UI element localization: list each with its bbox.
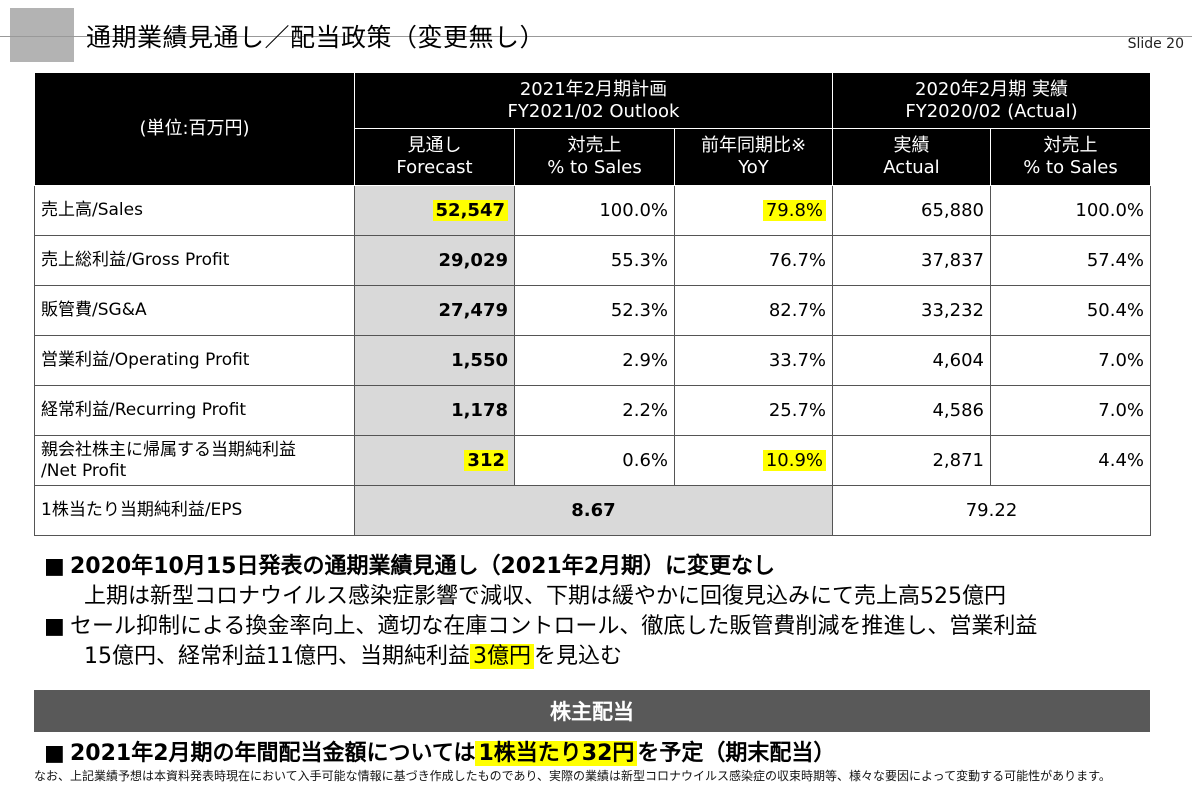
highlighted-value: 52,547 [432,200,508,221]
row-label: 1株当たり当期純利益/EPS [34,485,355,536]
actual-pct-cell: 50.4% [989,285,1152,336]
dividend-statement: ■ 2021年2月期の年間配当金額については 1株当たり32円 を予定（期末配当） [44,741,836,766]
eps-forecast-cell: 8.67 [354,485,833,536]
pct-sales-cell: 2.9% [514,335,675,386]
pct-sales-cell: 55.3% [514,235,675,286]
group-header-actual: 2020年2月期 実績 FY2020/02 (Actual) [831,72,1152,129]
table-row-gross-profit: 売上総利益/Gross Profit 29,029 55.3% 76.7% 37… [34,235,1152,286]
table-row-recurring-profit: 経常利益/Recurring Profit 1,178 2.2% 25.7% 4… [34,385,1152,436]
highlighted-text: 1株当たり32円 [475,741,638,766]
bullet-subtext: 上期は新型コロナウイルス感染症影響で減収、下期は緩やかに回復見込みにて売上高52… [84,584,1006,609]
col-header-actual-pct-sales: 対売上% to Sales [989,128,1152,186]
actual-cell: 33,232 [832,285,991,336]
pct-sales-cell: 52.3% [514,285,675,336]
yoy-cell: 10.9% [674,435,833,486]
yoy-cell: 79.8% [674,185,833,236]
actual-cell: 65,880 [832,185,991,236]
bullet-item: ■ 2020年10月15日発表の通期業績見通し（2021年2月期）に変更なし [44,552,1154,582]
col-header-pct-sales: 対売上% to Sales [514,128,675,186]
yoy-cell: 76.7% [674,235,833,286]
actual-cell: 2,871 [832,435,991,486]
forecast-cell: 1,178 [354,385,515,436]
unit-label-cell: (単位:百万円) [34,72,355,186]
table-row-sga: 販管費/SG&A 27,479 52.3% 82.7% 33,232 50.4% [34,285,1152,336]
row-label: 営業利益/Operating Profit [34,335,355,386]
row-label: 親会社株主に帰属する当期純利益 /Net Profit [34,435,355,486]
pct-sales-cell: 0.6% [514,435,675,486]
highlighted-value: 10.9% [762,450,826,471]
table-row-eps: 1株当たり当期純利益/EPS 8.67 79.22 [34,485,1152,536]
forecast-cell: 29,029 [354,235,515,286]
yoy-cell: 33.7% [674,335,833,386]
bullet-item: ■ セール抑制による換金率向上、適切な在庫コントロール、徹底した販管費削減を推進し… [44,612,1154,642]
eps-actual-cell: 79.22 [831,485,1152,536]
highlighted-value: 79.8% [762,200,826,221]
bullet-square-icon: ■ [44,741,65,766]
table-row-operating-profit: 営業利益/Operating Profit 1,550 2.9% 33.7% 4… [34,335,1152,386]
col-header-actual: 実績 Actual [832,128,991,186]
actual-pct-cell: 7.0% [989,385,1152,436]
slide-number: Slide 20 [1127,36,1184,52]
pct-sales-cell: 2.2% [514,385,675,436]
bullet-square-icon: ■ [44,614,65,639]
table-row-sales: 売上高/Sales 52,547 100.0% 79.8% 65,880 100… [34,185,1152,236]
bullet-subtext: 15億円、経常利益11億円、当期純利益 3億円 を見込む [84,644,623,669]
actual-pct-cell: 100.0% [989,185,1152,236]
outlook-bullets: ■ 2020年10月15日発表の通期業績見通し（2021年2月期）に変更なし 上期… [44,552,1154,672]
actual-cell: 4,586 [832,385,991,436]
col-header-yoy: 前年同期比※ YoY [674,128,833,186]
disclaimer-note: なお、上記業績予想は本資料発表時現在において入手可能な情報に基づき作成したもので… [34,769,1111,783]
forecast-cell: 27,479 [354,285,515,336]
forecast-cell: 52,547 [354,185,515,236]
title-rule [0,36,1192,37]
row-label: 売上総利益/Gross Profit [34,235,355,286]
actual-cell: 37,837 [832,235,991,286]
table-row-net-profit: 親会社株主に帰属する当期純利益 /Net Profit 312 0.6% 10.… [34,435,1152,486]
actual-cell: 4,604 [832,335,991,386]
actual-pct-cell: 4.4% [989,435,1152,486]
page-title: 通期業績見通し／配当政策（変更無し） [86,23,546,52]
row-label: 売上高/Sales [34,185,355,236]
row-label: 販管費/SG&A [34,285,355,336]
forecast-cell: 1,550 [354,335,515,386]
forecast-cell: 312 [354,435,515,486]
financial-outlook-table: (単位:百万円) 2021年2月期計画 FY2021/02 Outlook 20… [34,72,1152,536]
row-label: 経常利益/Recurring Profit [34,385,355,436]
pct-sales-cell: 100.0% [514,185,675,236]
actual-pct-cell: 7.0% [989,335,1152,386]
yoy-cell: 25.7% [674,385,833,436]
highlighted-value: 312 [464,450,508,471]
group-header-outlook: 2021年2月期計画 FY2021/02 Outlook [354,72,833,129]
yoy-cell: 82.7% [674,285,833,336]
actual-pct-cell: 57.4% [989,235,1152,286]
title-accent-block [10,8,74,62]
highlighted-text: 3億円 [470,644,534,669]
bullet-square-icon: ■ [44,554,65,579]
dividend-section-header: 株主配当 [34,690,1150,732]
col-header-forecast: 見通し Forecast [354,128,515,186]
